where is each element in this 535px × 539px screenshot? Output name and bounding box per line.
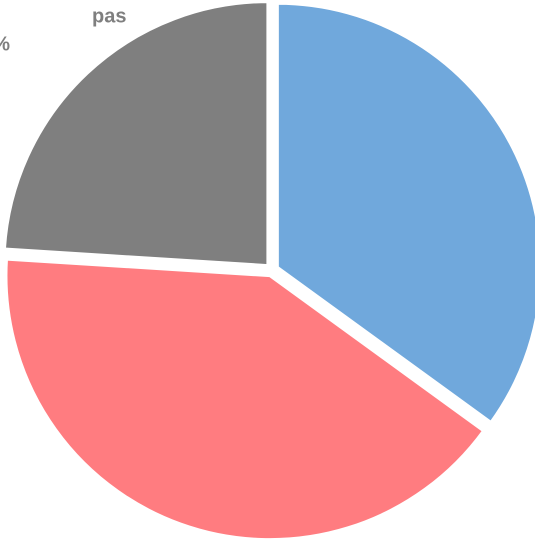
pie-slice bbox=[4, 257, 486, 539]
pie-slice bbox=[2, 0, 270, 268]
slice-label: pas bbox=[92, 5, 126, 27]
slice-label: % bbox=[0, 33, 10, 55]
pie-slice bbox=[275, 1, 535, 425]
